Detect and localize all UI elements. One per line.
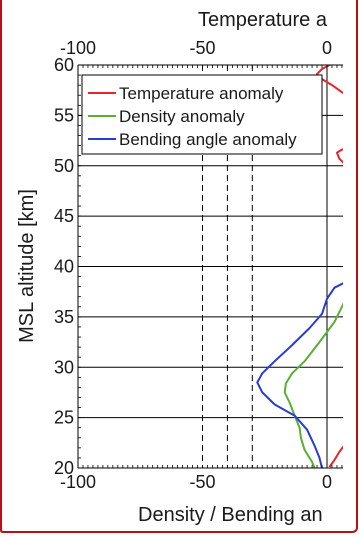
y-tick-label-55: 55 xyxy=(54,105,74,125)
legend-box xyxy=(81,74,323,155)
y-axis-label: MSL altitude [km] xyxy=(16,189,38,343)
legend-label-temperature: Temperature anomaly xyxy=(119,84,284,103)
series-line-temperature-anomaly-1 xyxy=(336,148,343,164)
legend-label-bending: Bending angle anomaly xyxy=(119,130,297,149)
y-tick-label-60: 60 xyxy=(54,55,74,75)
bottom-tick-label--50: -50 xyxy=(189,472,215,492)
series-line-density-anomaly-0 xyxy=(283,302,343,468)
series-line-temperature-anomaly-2 xyxy=(328,445,343,468)
y-tick-label-30: 30 xyxy=(54,357,74,377)
bottom-axis-label: Density / Bending an xyxy=(138,504,323,526)
top-tick-label--50: -50 xyxy=(189,38,215,58)
y-tick-label-20: 20 xyxy=(54,458,74,478)
series-line-bending-angle-anomaly-0 xyxy=(256,282,343,468)
y-tick-label-45: 45 xyxy=(54,206,74,226)
top-tick-label--100: -100 xyxy=(60,38,96,58)
y-tick-label-50: 50 xyxy=(54,156,74,176)
grid-layer xyxy=(78,114,343,419)
legend-label-density: Density anomaly xyxy=(119,107,245,126)
legend: Temperature anomaly Density anomaly Bend… xyxy=(81,74,323,155)
bottom-tick-label--100: -100 xyxy=(60,472,96,492)
reference-lines xyxy=(202,65,328,468)
y-tick-label-40: 40 xyxy=(54,257,74,277)
series-layer xyxy=(256,65,343,468)
top-tick-label-0: 0 xyxy=(322,38,332,58)
y-tick-label-25: 25 xyxy=(54,408,74,428)
bottom-tick-label-0: 0 xyxy=(322,472,332,492)
y-tick-label-35: 35 xyxy=(54,307,74,327)
top-axis-label: Temperature a xyxy=(198,9,328,31)
series-line-temperature-anomaly-0 xyxy=(316,65,343,95)
axis-layer xyxy=(77,64,343,469)
